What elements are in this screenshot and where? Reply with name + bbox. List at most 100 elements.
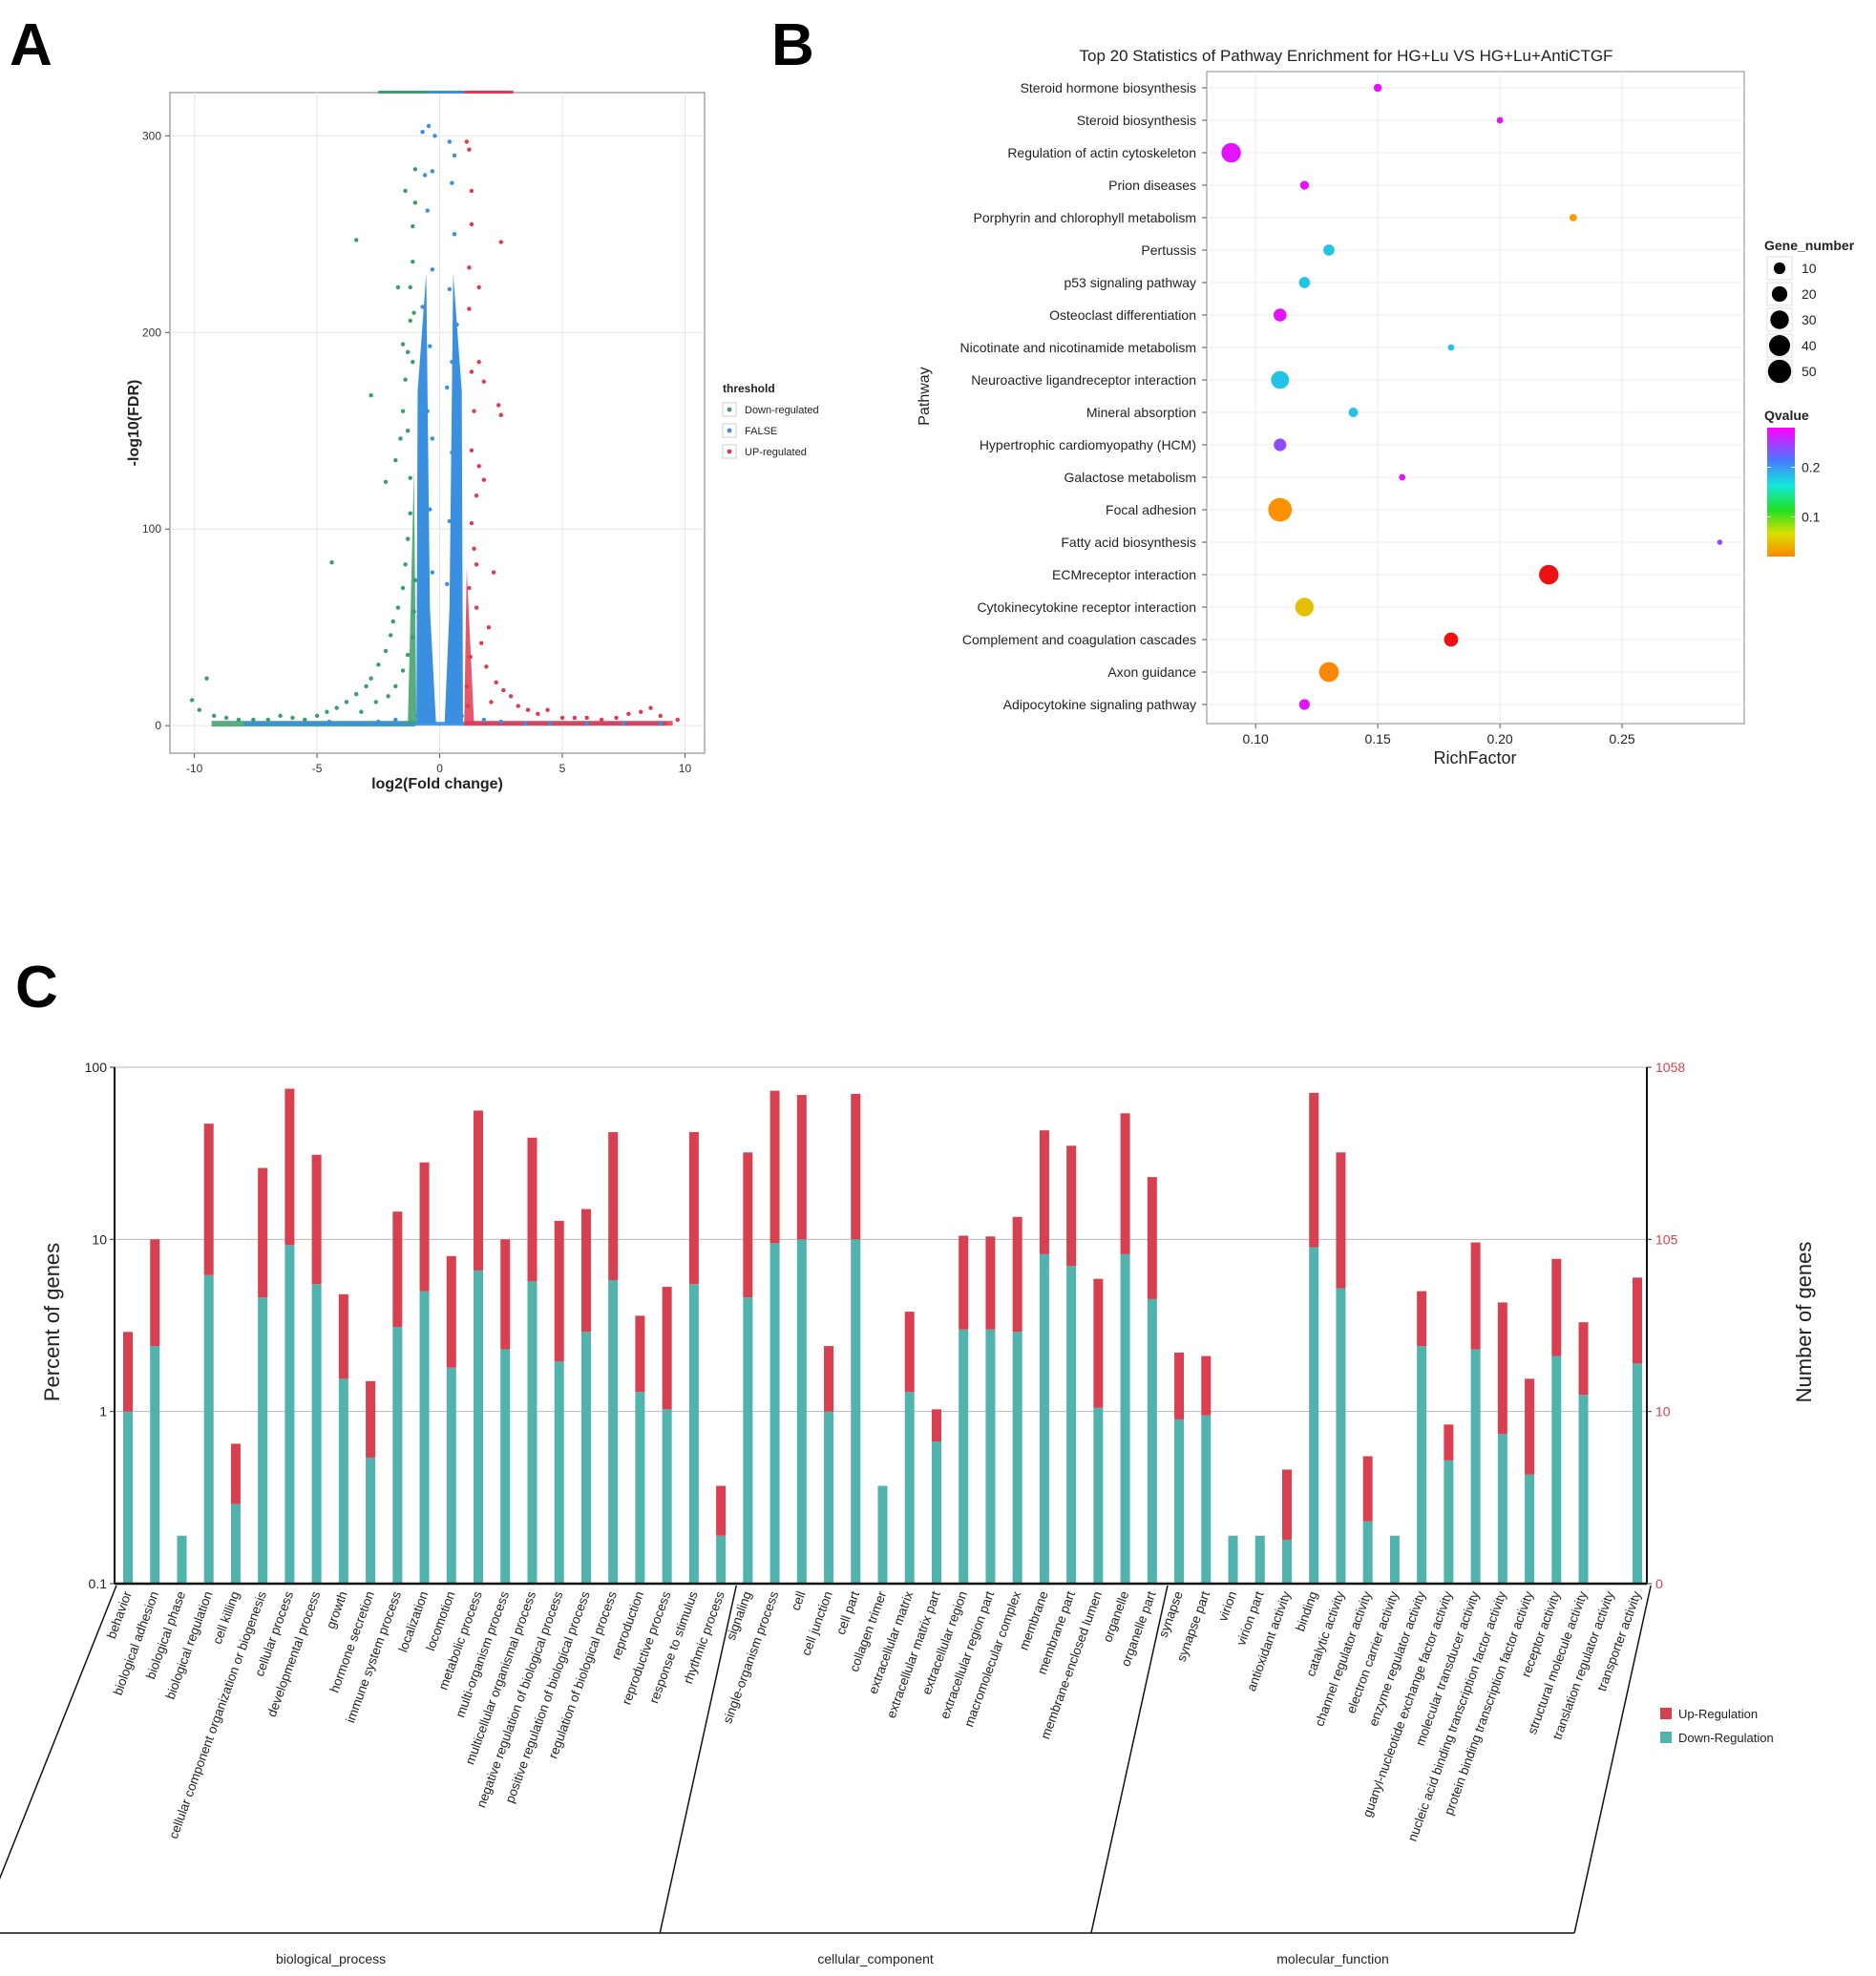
go-bar-down — [203, 1274, 214, 1584]
volcano-point-down — [403, 188, 408, 194]
dotplot-point — [1539, 564, 1559, 585]
go-bar-up — [1444, 1424, 1454, 1461]
go-bar-up — [1497, 1302, 1507, 1435]
dotplot-pathway-label: Prion diseases — [1108, 178, 1196, 193]
volcano-point-down — [395, 605, 401, 610]
volcano-point-up — [559, 715, 565, 721]
go-bar-down — [1497, 1434, 1507, 1584]
go-bar-up — [1120, 1113, 1130, 1254]
panel-label-b: B — [771, 12, 814, 78]
go-bar-down — [1470, 1349, 1481, 1584]
go-right-y-tick-label: 0 — [1655, 1576, 1663, 1591]
volcano-point-up — [474, 605, 479, 610]
volcano-point-down — [408, 318, 412, 324]
volcano-point-false — [420, 629, 425, 634]
volcano-point-up — [484, 664, 489, 669]
go-bar-up — [959, 1235, 969, 1330]
dotplot-point — [1268, 497, 1293, 522]
dotplot-point — [1399, 473, 1406, 481]
volcano-point-down — [290, 715, 295, 721]
volcano-point-up — [474, 562, 479, 567]
go-bar-down — [311, 1284, 322, 1584]
volcano-point-false — [450, 611, 454, 616]
size-legend-dot — [1770, 310, 1789, 329]
volcano-point-down — [236, 717, 242, 723]
dotplot-pathway-label: Porphyrin and chlorophyll metabolism — [974, 210, 1196, 225]
volcano-x-tick-label: 10 — [679, 762, 692, 775]
dotplot-x-label: RichFactor — [1433, 748, 1516, 767]
go-bar-up — [743, 1152, 753, 1298]
volcano-point-false — [459, 713, 464, 719]
volcano-point-false — [253, 721, 259, 726]
volcano-point-false — [420, 129, 425, 135]
go-bar-up — [1470, 1242, 1481, 1350]
dotplot-point — [1323, 244, 1335, 256]
volcano-point-false — [452, 694, 457, 699]
go-bar-up — [554, 1220, 564, 1362]
volcano-point-down — [412, 200, 418, 205]
dotplot-point — [1299, 180, 1310, 190]
dotplot-point — [1295, 598, 1315, 617]
size-legend-label: 40 — [1802, 338, 1817, 353]
volcano-column-false-right — [444, 273, 463, 725]
dotplot-pathway-label: Osteoclast differentiation — [1049, 307, 1196, 323]
volcano-point-up — [648, 705, 653, 710]
volcano-point-down — [354, 692, 359, 697]
volcano-point-false — [445, 385, 450, 390]
dotplot-area — [1206, 71, 1745, 725]
go-group-brackets: biological_process cellular_component mole… — [0, 1585, 1652, 1966]
qvalue-colorbar-ticks: 0.2 0.1 — [1767, 460, 1821, 524]
volcano-point-up — [467, 147, 472, 152]
volcano-point-up — [464, 139, 470, 144]
volcano-point-up — [476, 464, 481, 469]
dotplot-pathway-label: Mineral absorption — [1086, 405, 1196, 420]
go-bar-up — [1093, 1278, 1104, 1408]
go-bar-up — [1362, 1456, 1373, 1522]
go-bar-up — [311, 1154, 322, 1285]
go-bar-down — [1551, 1356, 1562, 1584]
volcano-point-false — [456, 680, 462, 685]
go-bar-down — [1389, 1535, 1400, 1584]
volcano-point-down — [411, 359, 415, 365]
go-bar-down — [1336, 1288, 1346, 1584]
dotplot-x-ticks: 0.10 0.15 0.20 0.25 — [1243, 724, 1635, 746]
legend-label-down: Down-Regulation — [1678, 1731, 1774, 1745]
enrichment-dotplot: Top 20 Statistics of Pathway Enrichment … — [917, 47, 1855, 767]
volcano-point-false — [290, 721, 295, 726]
volcano-point-up — [468, 654, 473, 660]
go-bar-down — [635, 1392, 645, 1584]
go-y-tick-label: 1 — [99, 1404, 107, 1419]
dotplot-x-tick-label: 0.10 — [1243, 731, 1269, 746]
go-bar-down — [985, 1329, 996, 1584]
volcano-point-down — [400, 409, 406, 413]
go-bar-up — [527, 1137, 538, 1282]
volcano-point-up — [496, 403, 501, 408]
dotplot-point — [1274, 438, 1287, 452]
volcano-point-false — [420, 305, 425, 309]
go-group-label: molecular_function — [1276, 1951, 1389, 1966]
volcano-point-up — [489, 700, 494, 704]
volcano-point-false — [450, 359, 454, 365]
volcano-point-false — [422, 683, 428, 689]
go-bar-up — [580, 1209, 591, 1333]
dotplot-point — [1273, 308, 1287, 322]
go-bar-up — [1309, 1092, 1319, 1248]
volcano-cap-false — [427, 91, 470, 94]
go-bar-down — [123, 1411, 133, 1584]
volcano-point-false — [422, 173, 428, 178]
dotplot-y-label: Pathway — [917, 367, 933, 425]
volcano-legend-dot — [727, 449, 732, 454]
dotplot-point — [1444, 632, 1459, 647]
volcano-point-false — [393, 717, 398, 723]
go-bar-down — [554, 1361, 564, 1584]
go-bar-up — [203, 1124, 214, 1275]
dotplot-point — [1717, 539, 1723, 545]
volcano-point-false — [376, 719, 381, 725]
go-bar-up — [285, 1088, 295, 1246]
volcano-point-down — [408, 475, 412, 480]
go-bar-up — [366, 1380, 376, 1458]
volcano-x-tick-label: 0 — [436, 762, 443, 775]
go-y-tick-label: 100 — [85, 1060, 108, 1075]
go-bar-down — [1417, 1346, 1427, 1584]
dotplot-title: Top 20 Statistics of Pathway Enrichment … — [1080, 47, 1613, 65]
